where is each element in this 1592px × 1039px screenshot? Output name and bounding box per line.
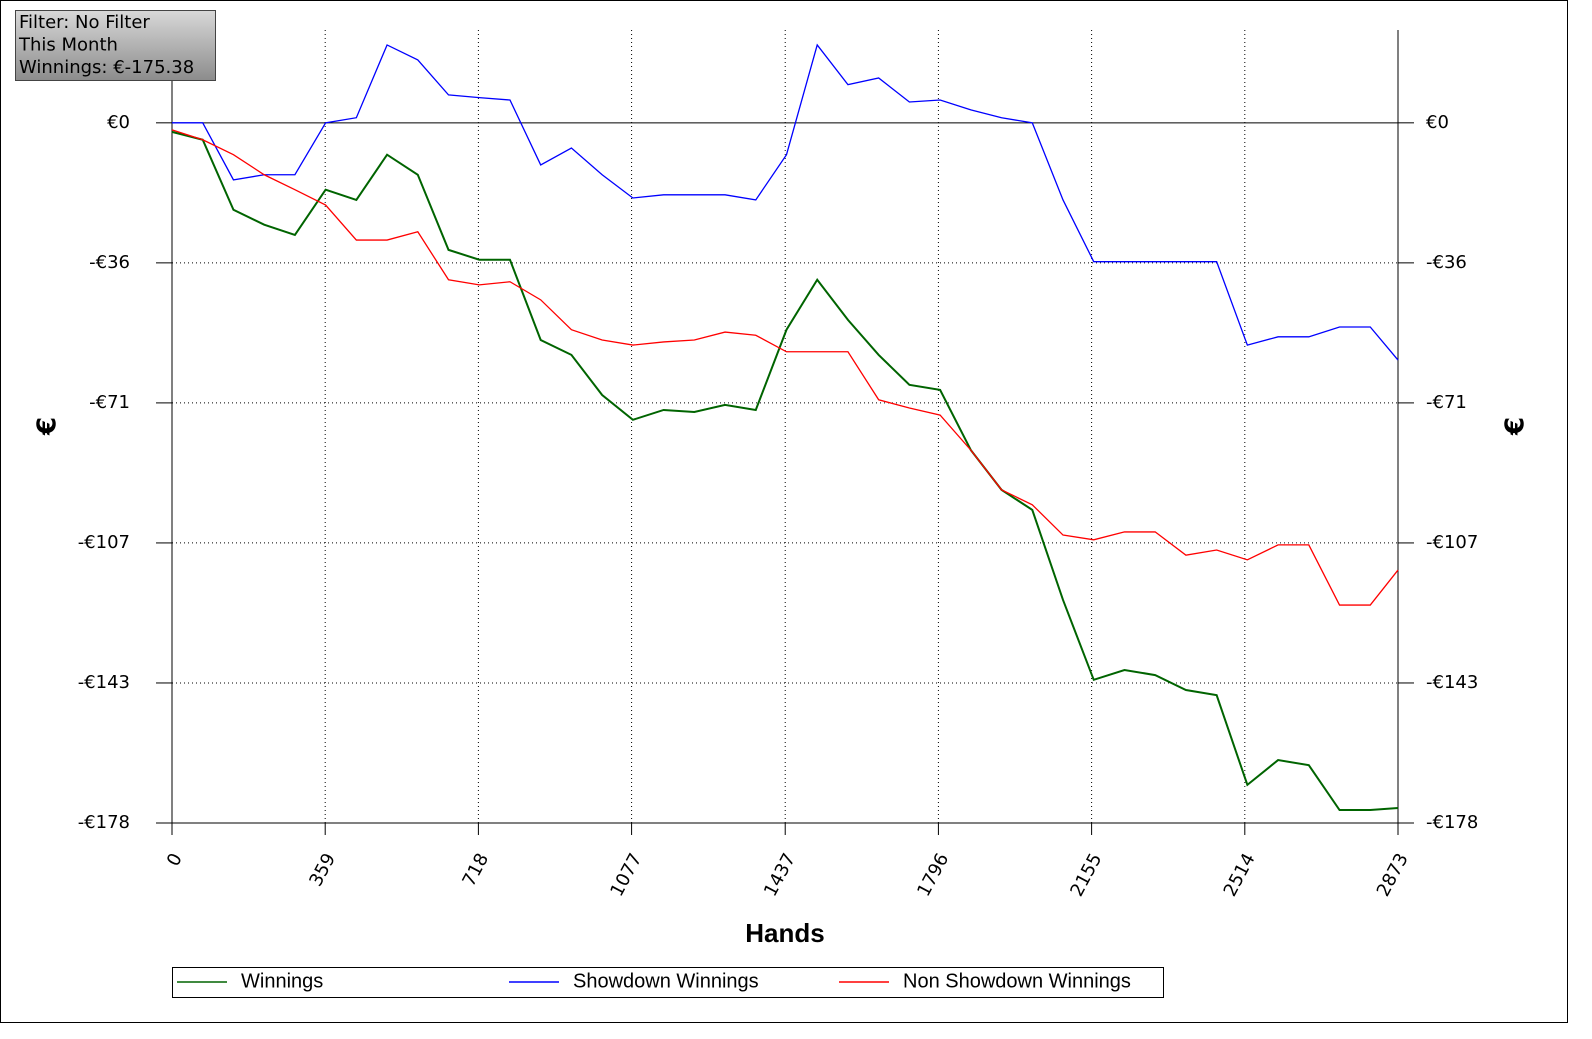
x-axis-title: Hands bbox=[745, 918, 824, 948]
info-text: Filter: No Filter bbox=[19, 12, 150, 33]
y2-tick-label: -€178 bbox=[1426, 812, 1478, 833]
info-text: This Month bbox=[18, 35, 118, 56]
y-tick-label: -€71 bbox=[89, 392, 130, 413]
y-tick-label: -€36 bbox=[89, 252, 130, 273]
y2-tick-label: -€36 bbox=[1426, 252, 1467, 273]
series-line bbox=[171, 129, 1399, 606]
y2-tick-label: -€107 bbox=[1426, 532, 1478, 553]
y-tick-label: -€107 bbox=[78, 532, 130, 553]
info-box bbox=[15, 10, 216, 81]
y-tick-label: €0 bbox=[107, 112, 130, 133]
y2-tick-label: €0 bbox=[1426, 112, 1449, 133]
legend-label: Non Showdown Winnings bbox=[903, 970, 1131, 992]
y-tick-label: -€143 bbox=[78, 672, 130, 693]
legend-label: Showdown Winnings bbox=[573, 970, 759, 992]
y-axis-title: € bbox=[33, 417, 63, 436]
legend-label: Winnings bbox=[241, 970, 323, 992]
y2-tick-label: -€71 bbox=[1426, 392, 1467, 413]
y-tick-label: -€178 bbox=[78, 812, 130, 833]
info-text: Winnings: €-175.38 bbox=[19, 57, 194, 78]
y2-axis-title: € bbox=[1501, 417, 1531, 436]
series-line bbox=[172, 43, 1399, 361]
legend-box bbox=[172, 967, 1164, 998]
series-line bbox=[171, 130, 1399, 812]
page-border bbox=[0, 0, 1568, 1023]
y2-tick-label: -€143 bbox=[1426, 672, 1478, 693]
